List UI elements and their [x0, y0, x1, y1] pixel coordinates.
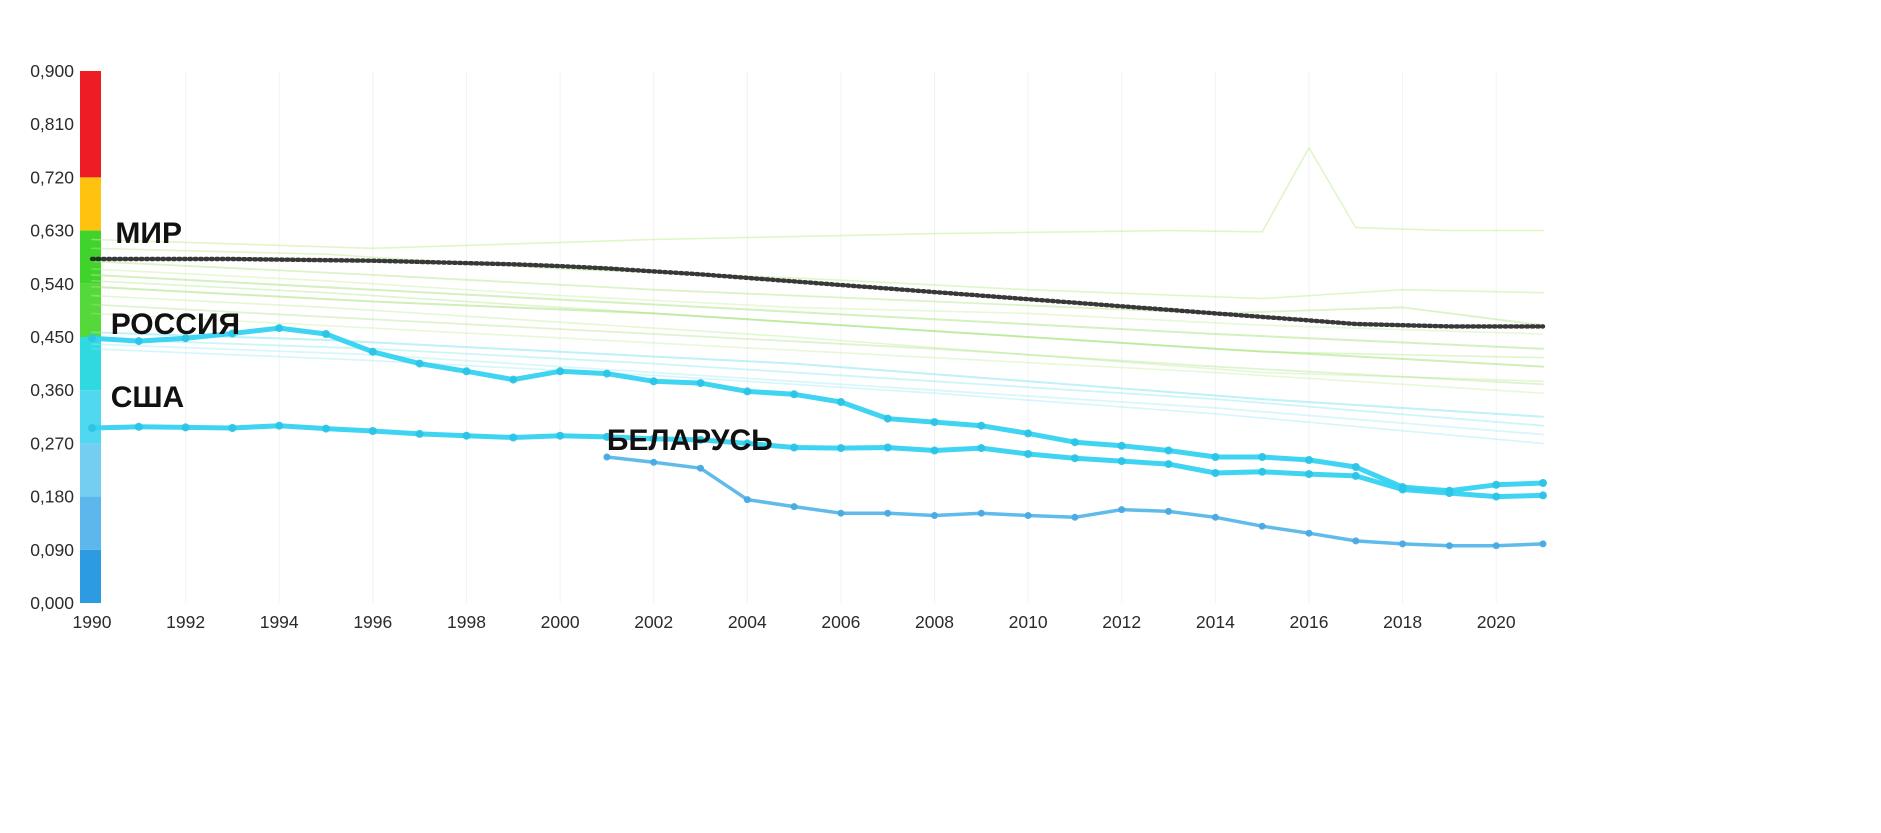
x-tick-label: 1994 [260, 612, 299, 632]
x-tick-label: 2002 [634, 612, 673, 632]
y-tick-label: 0,810 [30, 114, 74, 134]
series-belarus [603, 453, 1547, 550]
background-series-line [91, 285, 1544, 368]
x-tick-label: 2010 [1009, 612, 1048, 632]
background-series-line [91, 268, 1544, 335]
x-tick-label: 2008 [915, 612, 954, 632]
background-series-line [91, 337, 1544, 427]
y-tick-label: 0,270 [30, 433, 74, 453]
y-axis-labels: 0,900 0,810 0,720 0,630 0,540 0,450 0,360 0,270… [30, 61, 74, 613]
background-series-line [91, 303, 1544, 386]
series-label-annotation: США [111, 381, 184, 414]
background-series-line [91, 343, 1544, 436]
background-series-line [91, 348, 1544, 445]
background-series [91, 147, 1544, 445]
y-tick-label: 0,630 [30, 221, 74, 241]
x-tick-label: 2006 [821, 612, 860, 632]
series-label-annotation: БЕЛАРУСЬ [607, 424, 773, 457]
background-series-line [91, 312, 1544, 394]
series-markers-belarus [603, 453, 1547, 550]
x-tick-label: 1998 [447, 612, 486, 632]
background-series-line [91, 260, 1544, 327]
series-line-rossiya [89, 325, 1546, 494]
y-tick-label: 0,540 [30, 274, 74, 294]
background-series-line [91, 147, 1544, 250]
x-tick-label: 2012 [1102, 612, 1141, 632]
series-ssha [88, 421, 1547, 501]
x-tick-label: 2000 [541, 612, 580, 632]
series-mir [89, 256, 1546, 329]
y-tick-label: 0,090 [30, 540, 74, 560]
y-tick-label: 0,450 [30, 327, 74, 347]
series-rossiya [88, 324, 1547, 495]
x-tick-label: 2018 [1383, 612, 1422, 632]
x-tick-label: 2016 [1290, 612, 1329, 632]
series-markers-rossiya [88, 324, 1547, 495]
background-series-line [91, 247, 1544, 300]
x-tick-label: 1996 [353, 612, 392, 632]
background-series-line [91, 273, 1544, 350]
series-line-mir [89, 256, 1546, 329]
x-axis-labels: 1990 1992 1994 1996 1998 2000 2002 2004 2006 2008… [73, 612, 1516, 632]
y-tick-label: 0,000 [30, 593, 74, 613]
y-tick-label: 0,720 [30, 167, 74, 187]
y-tick-label: 0,180 [30, 487, 74, 507]
color-scale-bar [80, 71, 101, 603]
x-tick-label: 1992 [166, 612, 205, 632]
y-tick-label: 0,360 [30, 380, 74, 400]
x-tick-label: 1990 [73, 612, 112, 632]
x-tick-label: 2004 [728, 612, 767, 632]
y-tick-label: 0,900 [30, 61, 74, 81]
series-label-annotation: РОССИЯ [111, 308, 240, 341]
series-markers-ssha [88, 421, 1547, 501]
x-tick-label: 2014 [1196, 612, 1235, 632]
background-series-line [91, 294, 1544, 383]
background-series-line [91, 331, 1544, 418]
series-label-annotation: МИР [115, 217, 182, 250]
series-line-ssha [89, 423, 1546, 500]
x-tick-label: 2020 [1477, 612, 1516, 632]
series-annotations: МИР РОССИЯ США БЕЛАРУСЬ [111, 217, 773, 457]
